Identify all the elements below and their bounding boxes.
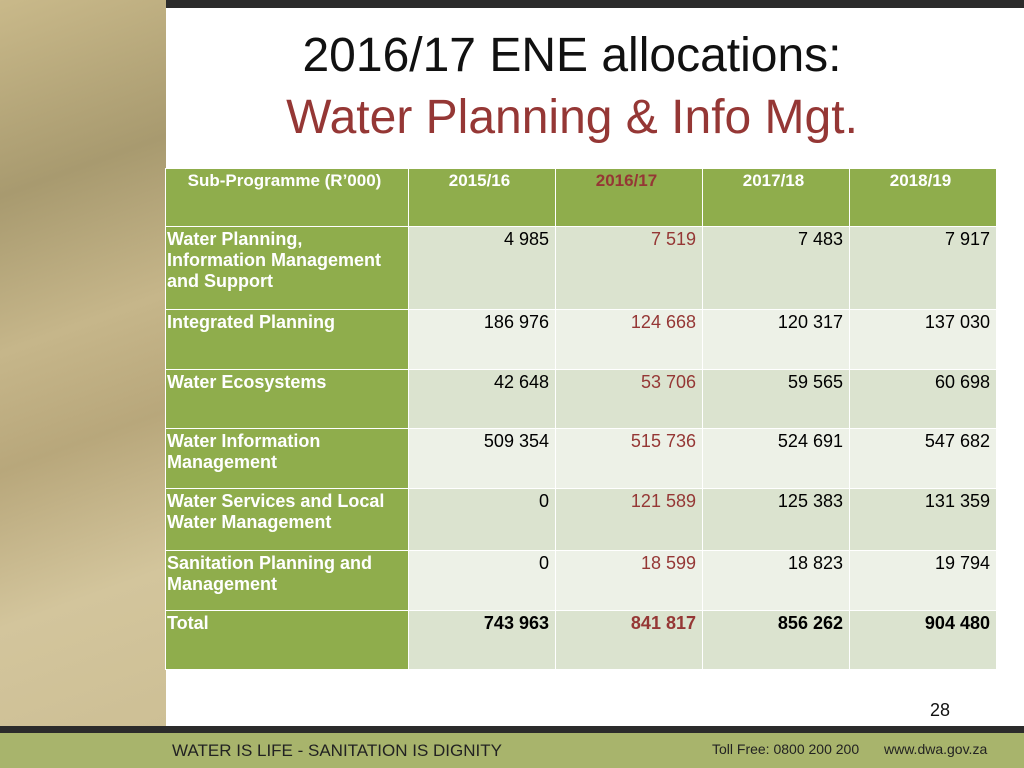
cell-value: 131 359 (849, 488, 997, 551)
cell-value: 904 480 (849, 610, 997, 670)
cell-value: 7 917 (849, 226, 997, 310)
footer-toll-free: Toll Free: 0800 200 200 (712, 741, 860, 757)
table-row: Sanitation Planning and Management 0 18 59… (165, 550, 997, 611)
table-row: Water Ecosystems 42 648 53 706 59 565 60 698 (165, 369, 997, 429)
column-header: 2015/16 (408, 168, 556, 227)
cell-value: 18 823 (702, 550, 850, 611)
header-row: Sub-Programme (R’000) 2015/16 2016/17 2017/… (165, 168, 997, 227)
row-label: Integrated Planning (165, 309, 409, 370)
cell-value: 743 963 (408, 610, 556, 670)
table-row: Integrated Planning 186 976 124 668 120 317… (165, 309, 997, 370)
cell-value: 121 589 (555, 488, 703, 551)
cell-value: 0 (408, 550, 556, 611)
cell-value: 856 262 (702, 610, 850, 670)
allocation-table: Sub-Programme (R’000) 2015/16 2016/17 2017/… (165, 168, 997, 670)
title: 2016/17 ENE allocations: (302, 29, 842, 82)
row-label: Water Services and Local Water Managemen… (165, 488, 409, 551)
cell-value: 0 (408, 488, 556, 551)
top-bar (0, 0, 1024, 8)
cell-value: 124 668 (555, 309, 703, 370)
cell-value: 509 354 (408, 428, 556, 489)
cell-value: 7 483 (702, 226, 850, 310)
cell-value: 547 682 (849, 428, 997, 489)
column-header: 2017/18 (702, 168, 850, 227)
column-header: Sub-Programme (R’000) (165, 168, 409, 227)
cell-value: 841 817 (555, 610, 703, 670)
cell-value: 60 698 (849, 369, 997, 429)
table-row: Water Information Management 509 354 515 7… (165, 428, 997, 489)
footer-bar (0, 726, 1024, 733)
column-header: 2018/19 (849, 168, 997, 227)
cell-value: 4 985 (408, 226, 556, 310)
cell-value: 125 383 (702, 488, 850, 551)
table-row: Water Services and Local Water Managemen… (165, 488, 997, 551)
column-header: 2016/17 (555, 168, 703, 227)
row-label: Total (165, 610, 409, 670)
cell-value: 120 317 (702, 309, 850, 370)
footer (0, 733, 1024, 768)
cell-value: 137 030 (849, 309, 997, 370)
cell-value: 524 691 (702, 428, 850, 489)
row-label: Water Information Management (165, 428, 409, 489)
side-image (0, 0, 166, 726)
cell-value: 186 976 (408, 309, 556, 370)
cell-value: 515 736 (555, 428, 703, 489)
table-row: Total 743 963 841 817 856 262 904 480 (165, 610, 997, 670)
cell-value: 59 565 (702, 369, 850, 429)
cell-value: 7 519 (555, 226, 703, 310)
row-label: Sanitation Planning and Management (165, 550, 409, 611)
cell-value: 42 648 (408, 369, 556, 429)
footer-website: www.dwa.gov.za (884, 741, 988, 757)
page-number: 28 (930, 700, 951, 720)
table-row: Water Planning, Information Management a… (165, 226, 997, 310)
footer-slogan: WATER IS LIFE - SANITATION IS DIGNITY (172, 741, 502, 760)
subtitle: Water Planning & Info Mgt. (286, 91, 858, 144)
cell-value: 53 706 (555, 369, 703, 429)
row-label: Water Ecosystems (165, 369, 409, 429)
row-label: Water Planning, Information Management a… (165, 226, 409, 310)
cell-value: 18 599 (555, 550, 703, 611)
cell-value: 19 794 (849, 550, 997, 611)
